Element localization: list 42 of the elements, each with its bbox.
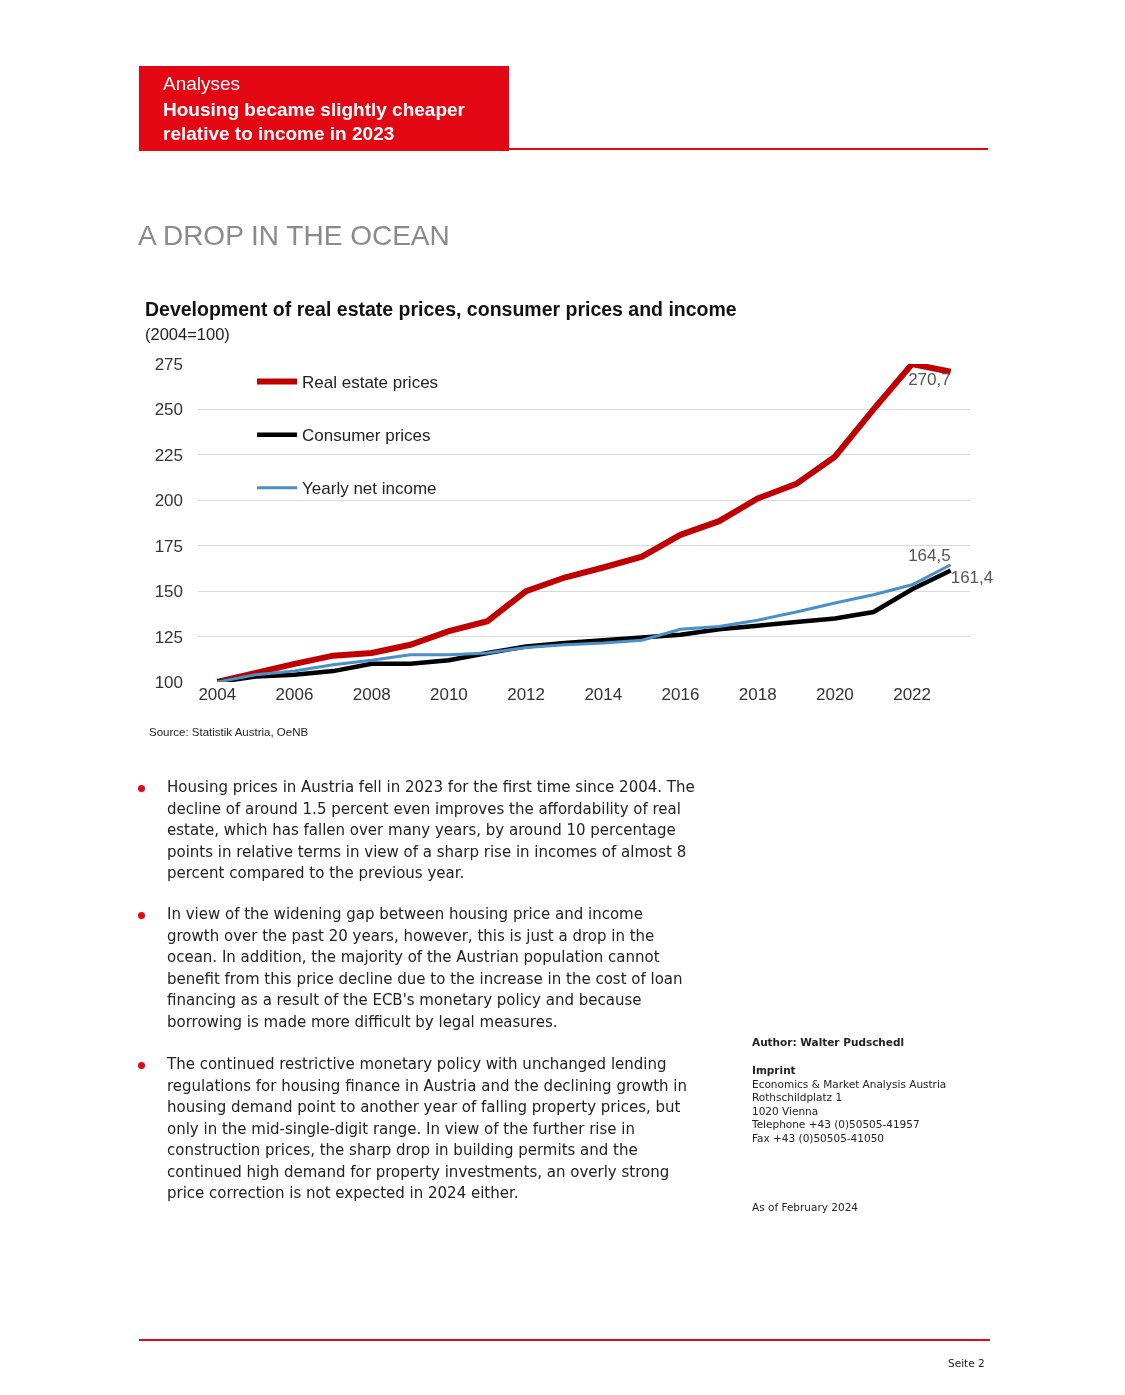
chart-subtitle: (2004=100) bbox=[145, 325, 230, 344]
chart-title: Development of real estate prices, consumer prices and income bbox=[145, 298, 737, 321]
text: Economics & Market Analysis Austria bbox=[752, 1077, 947, 1091]
text: In view of the widening gap between housing price and income growth over the past 20 years, however, this is just a drop in the ocean. In addition, the majority of the Austrian population cannot benefit from this price decline due to the increase in the cost of loan financing as a result of the ECB's monetary policy and because borrowing is made more difficult by legal measures. bbox=[167, 904, 684, 1033]
y-tick-label: 100 bbox=[154, 672, 183, 692]
text: Seite 2 bbox=[948, 1357, 985, 1369]
text: Housing became slightly cheaper relative to income in 2023 bbox=[163, 98, 466, 146]
text: A DROP IN THE OCEAN bbox=[138, 220, 450, 252]
text: Telephone +43 (0)50505-41957 bbox=[752, 1118, 920, 1132]
y-tick-label: 200 bbox=[154, 491, 183, 511]
data-label: 270,7 bbox=[908, 369, 951, 389]
x-tick-label: 2008 bbox=[352, 685, 391, 704]
text: Author: Walter Pudschedl bbox=[752, 1036, 905, 1048]
text: As of February 2024 bbox=[752, 1201, 859, 1213]
legend-label: Real estate prices bbox=[302, 373, 439, 393]
text: Rothschildplatz 1 bbox=[752, 1091, 843, 1105]
text: Fax +43 (0)50505-41050 bbox=[752, 1131, 885, 1145]
x-tick-label: 2022 bbox=[893, 685, 932, 704]
x-tick-label: 2014 bbox=[584, 685, 623, 704]
text: Imprint bbox=[752, 1064, 796, 1078]
text: Analyses bbox=[163, 73, 241, 95]
text: The continued restrictive monetary policy with unchanged lending regulations for housing finance in Austria and the declining growth in housing demand point to another year of falling property prices, but only in the mid-single-digit range. In view of the further rise in construction prices, the sharp drop in building permits and the continued high demand for property investments, an overly strong price correction is not expected in 2024 either. bbox=[167, 1054, 689, 1204]
x-tick-label: 2012 bbox=[507, 685, 546, 704]
text: 1020 Vienna bbox=[752, 1104, 819, 1118]
x-tick-label: 2018 bbox=[738, 685, 777, 704]
data-label: 161,4 bbox=[950, 568, 994, 588]
y-tick-label: 125 bbox=[154, 627, 183, 647]
text: Housing prices in Austria fell in 2023 for the first time since 2004. The decline of around 1.5 percent even improves the affordability of real estate, which has fallen over many years, by around 10 percentage points in relative terms in view of a sharp rise in incomes of almost 8 percent compared to the previous year. bbox=[167, 777, 696, 884]
y-tick-label: 250 bbox=[154, 400, 183, 420]
y-tick-label: 225 bbox=[154, 445, 183, 465]
source-note: Source: Statistik Austria, OeNB bbox=[149, 726, 309, 738]
data-label: 164,5 bbox=[908, 545, 951, 565]
x-tick-label: 2006 bbox=[275, 685, 314, 704]
x-tick-label: 2020 bbox=[815, 685, 854, 704]
y-tick-label: 175 bbox=[154, 536, 183, 556]
y-tick-label: 275 bbox=[154, 354, 183, 374]
legend-label: Yearly net income bbox=[302, 479, 437, 499]
legend-label: Consumer prices bbox=[302, 426, 431, 446]
x-tick-label: 2010 bbox=[429, 685, 468, 704]
x-tick-label: 2004 bbox=[198, 685, 237, 704]
y-tick-label: 150 bbox=[154, 582, 183, 602]
x-tick-label: 2016 bbox=[661, 685, 700, 704]
